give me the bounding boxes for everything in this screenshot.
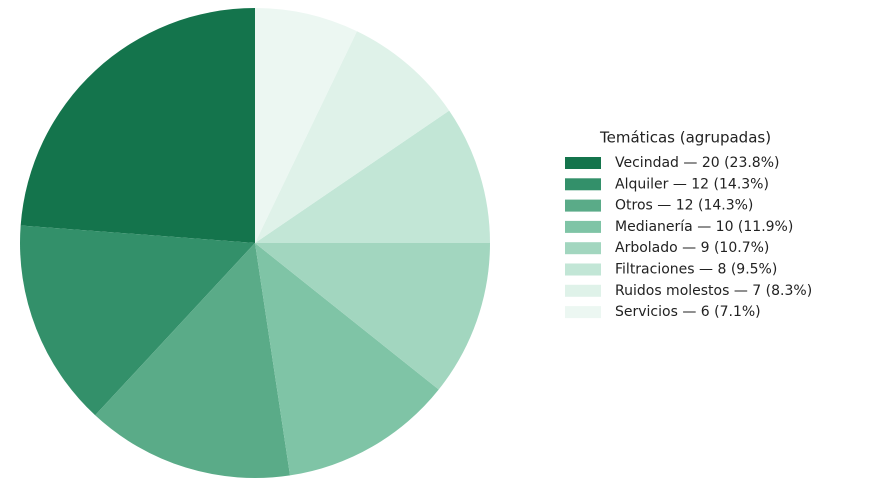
pie-slice (20, 8, 256, 243)
legend-label: Servicios — 6 (7.1%) (615, 304, 761, 320)
legend-label: Ruidos molestos — 7 (8.3%) (615, 283, 812, 299)
legend-swatch (565, 263, 601, 276)
legend-label: Arbolado — 9 (10.7%) (615, 240, 769, 256)
legend-swatch (565, 306, 601, 319)
pie-slice (255, 8, 357, 243)
legend-label: Alquiler — 12 (14.3%) (615, 176, 769, 192)
pie-slice (95, 243, 291, 478)
legend-label: Otros — 12 (14.3%) (615, 198, 753, 214)
pie-slice (20, 225, 256, 416)
legend-swatch (565, 178, 601, 191)
legend-label: Medianería — 10 (11.9%) (615, 219, 793, 235)
legend-swatch (565, 284, 601, 297)
legend-label: Filtraciones — 8 (9.5%) (615, 262, 777, 278)
legend-swatch (565, 242, 601, 255)
pie-slice (255, 243, 439, 476)
legend-label: Vecindad — 20 (23.8%) (615, 155, 779, 171)
legend-swatch (565, 199, 601, 212)
legend-swatch (565, 157, 601, 169)
legend-title: Temáticas (agrupadas) (599, 129, 771, 147)
pie-slice (255, 243, 490, 390)
pie-slice (255, 110, 490, 244)
pie-slice (255, 31, 450, 244)
legend-swatch (565, 220, 601, 233)
